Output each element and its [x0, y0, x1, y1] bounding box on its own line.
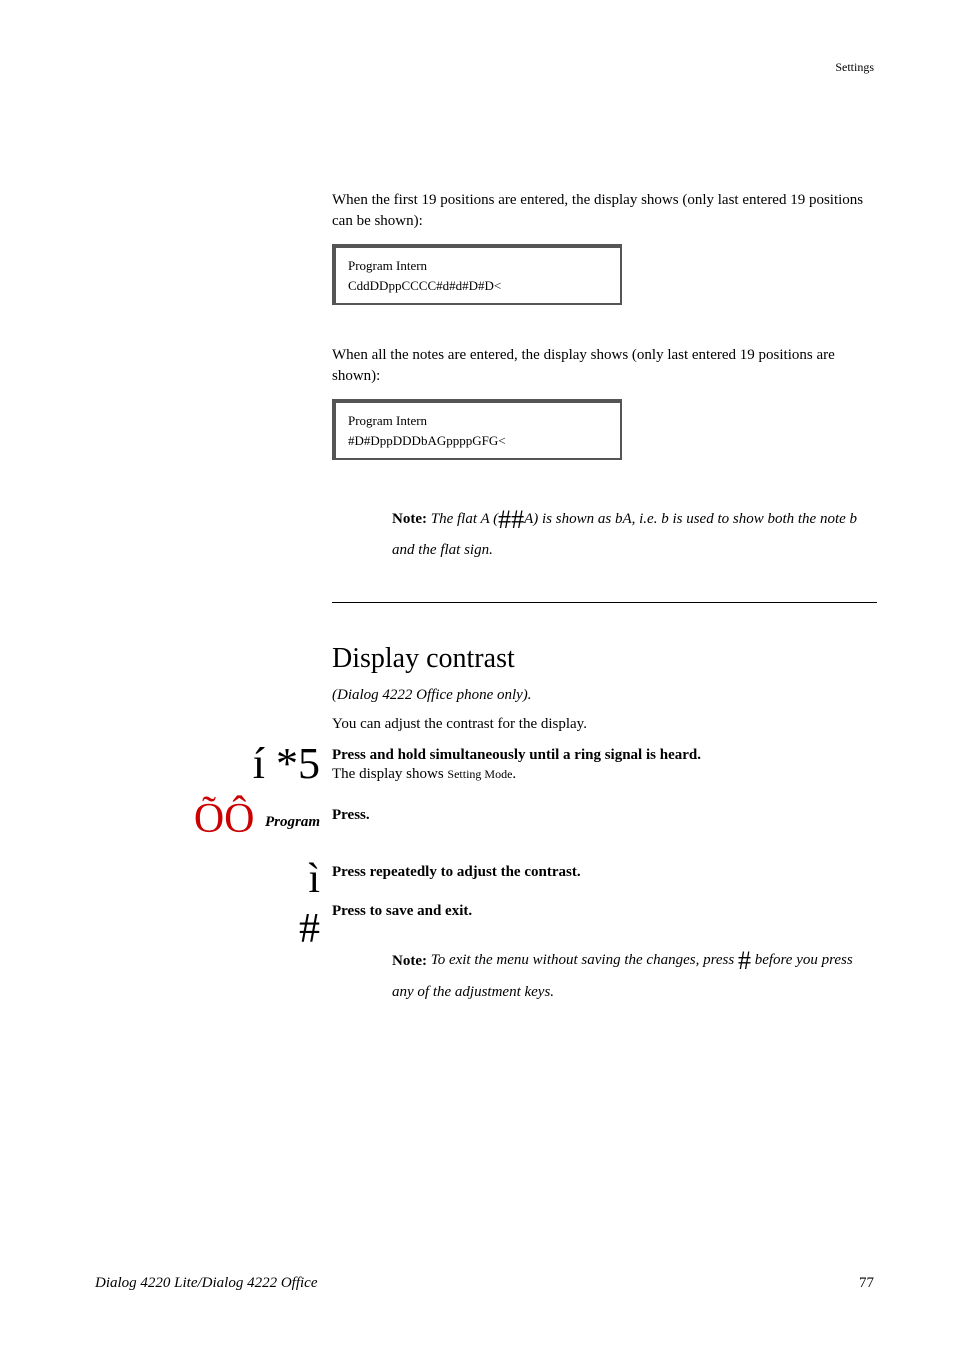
note-1-symbol: ##: [498, 505, 524, 534]
footer-page-number: 77: [859, 1275, 874, 1292]
display-box-1-line2: CddDDppCCCC#d#d#D#D<: [348, 276, 608, 296]
intro-paragraph-2: When all the notes are entered, the disp…: [332, 345, 877, 387]
section-title: Display contrast: [332, 643, 877, 675]
note-2: Note: To exit the menu without saving th…: [392, 942, 877, 1004]
step-1: Press and hold simultaneously until a ri…: [332, 747, 877, 785]
step-1-text-pre: The display shows: [332, 766, 447, 782]
key-symbol-program-icon: ÕÔ: [194, 796, 255, 842]
step-1-bold: Press and hold simultaneously until a ri…: [332, 747, 877, 764]
display-box-2-line2: #D#DppDDDbAGppppGFG<: [348, 431, 608, 451]
note-2-pre: To exit the menu without saving the chan…: [431, 952, 738, 968]
key-symbol-row-1: í *5: [95, 738, 320, 789]
step-4: Press to save and exit.: [332, 903, 877, 920]
display-box-2-line1: Program Intern: [348, 411, 608, 431]
display-box-1: Program Intern CddDDppCCCC#d#d#D#D<: [332, 244, 622, 305]
section-divider: [332, 602, 877, 603]
step-1-mode: Setting Mode: [447, 767, 512, 781]
main-content: When the first 19 positions are entered,…: [332, 190, 877, 1003]
page-footer: Dialog 4220 Lite/Dialog 4222 Office 77: [95, 1275, 874, 1292]
key-symbol-program-label: Program: [265, 814, 320, 830]
section-subtitle: (Dialog 4222 Office phone only).: [332, 687, 877, 704]
display-box-1-line1: Program Intern: [348, 256, 608, 276]
step-2: Press.: [332, 807, 877, 824]
display-box-2: Program Intern #D#DppDDDbAGppppGFG<: [332, 399, 622, 460]
note-2-symbol: #: [738, 947, 751, 976]
step-3: Press repeatedly to adjust the contrast.: [332, 864, 877, 881]
key-symbol-row-3: ì: [95, 855, 320, 903]
note-2-label: Note:: [392, 952, 427, 968]
section-lead: You can adjust the contrast for the disp…: [332, 714, 877, 735]
note-1: Note: The flat A (##A) is shown as bA, i…: [392, 500, 877, 562]
step-1-text-post: .: [512, 766, 516, 782]
footer-model: Dialog 4220 Lite/Dialog 4222 Office: [95, 1275, 318, 1292]
header-section-label: Settings: [835, 60, 874, 75]
key-symbol-row-4: #: [95, 905, 320, 953]
intro-paragraph-1: When the first 19 positions are entered,…: [332, 190, 877, 232]
note-1-pre: The flat A (: [431, 511, 498, 527]
note-1-label: Note:: [392, 511, 427, 527]
key-symbol-row-2: ÕÔ Program: [95, 795, 320, 843]
